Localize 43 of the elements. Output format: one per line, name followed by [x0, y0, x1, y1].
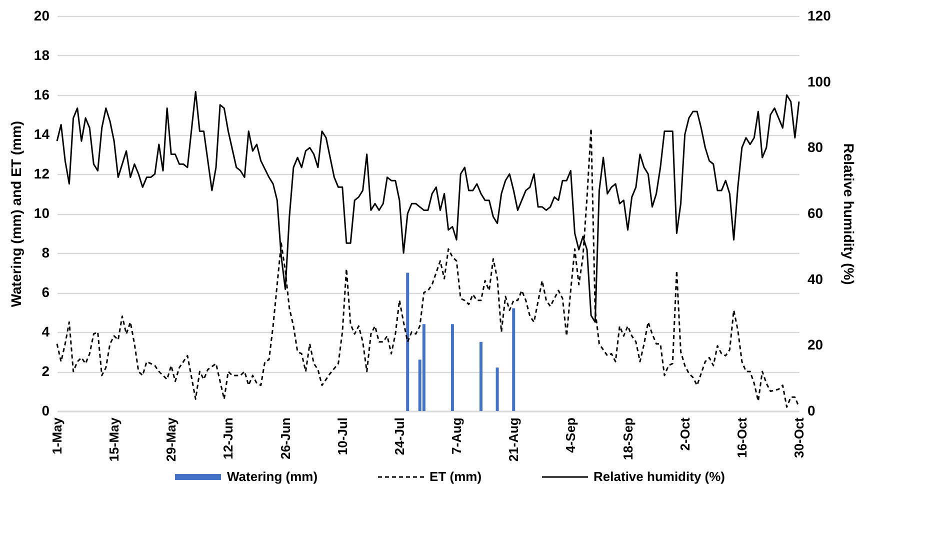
y-tick-label: 16 [34, 86, 50, 102]
y2-tick-label: 60 [808, 205, 824, 221]
x-tick-label: 7-Aug [449, 417, 464, 454]
y-axis-title: Watering (mm) and ET (mm) [8, 120, 24, 308]
y-tick-label: 6 [42, 284, 50, 300]
y2-tick-label: 40 [808, 270, 824, 287]
y-tick-label: 4 [42, 324, 50, 340]
y2-tick-label: 0 [808, 402, 816, 418]
x-tick-label: 2-Oct [677, 416, 692, 451]
x-tick-label: 18-Sep [620, 417, 636, 460]
y-tick-label: 0 [42, 402, 50, 418]
x-tick-label: 30-Oct [792, 416, 806, 458]
y2-tick-label: 20 [808, 336, 824, 353]
bar [406, 272, 410, 411]
x-tick-label: 24-Jul [392, 418, 407, 456]
x-tick-label: 26-Jun [278, 417, 293, 460]
x-tick-label: 1-May [50, 416, 64, 454]
y2-tick-label: 120 [808, 8, 832, 24]
legend-label: ET (mm) [430, 469, 482, 484]
bar [496, 368, 499, 411]
y-tick-label: 10 [34, 205, 50, 221]
bar [512, 308, 516, 411]
y2-tick-label: 80 [808, 139, 824, 156]
bar [422, 324, 426, 411]
legend-label: Watering (mm) [227, 469, 318, 484]
y-tick-label: 2 [42, 363, 50, 379]
x-tick-label: 10-Jul [334, 418, 350, 456]
x-tick-label: 21-Aug [506, 417, 522, 462]
x-tick-label: 15-May [106, 416, 122, 462]
x-tick-label: 12-Jun [220, 417, 236, 460]
y-tick-label: 14 [34, 126, 50, 142]
y-tick-label: 18 [34, 47, 50, 63]
y2-tick-label: 100 [808, 73, 832, 90]
x-tick-label: 4-Sep [563, 417, 578, 453]
y-tick-label: 12 [34, 166, 50, 182]
bar [480, 342, 482, 411]
legend-label: Relative humidity (%) [594, 469, 725, 484]
bar [450, 324, 454, 411]
y-tick-label: 20 [34, 8, 50, 24]
x-tick-label: 29-May [164, 416, 179, 462]
x-tick-label: 16-Oct [734, 416, 750, 458]
y-tick-label: 8 [42, 244, 50, 260]
y2-axis-title: Relative humidity (%) [840, 143, 857, 285]
